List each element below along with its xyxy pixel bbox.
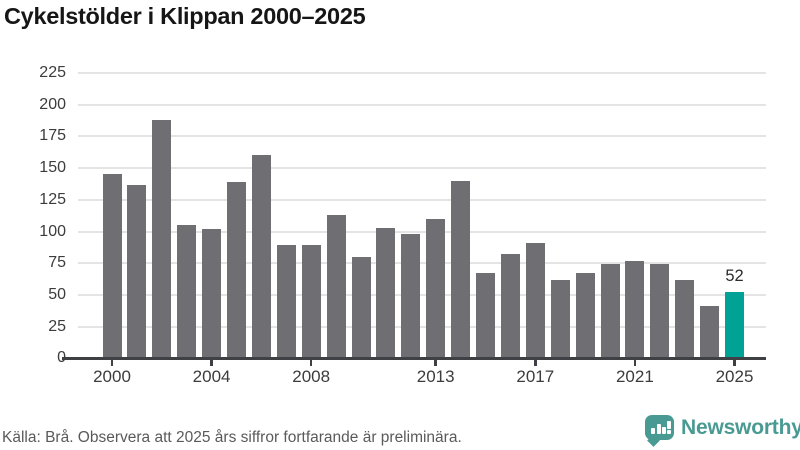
y-axis-label-50: 50 [48, 285, 66, 303]
newsworthy-logo-icon [644, 414, 675, 447]
y-axis-label-0: 0 [0, 349, 66, 367]
x-tick-2021 [633, 359, 637, 366]
bar-2004 [202, 228, 222, 359]
bar-2010 [351, 256, 371, 359]
y-axis-label-150: 150 [39, 159, 66, 177]
x-tick-2013 [434, 359, 437, 366]
logo-chart-bar [662, 426, 666, 434]
x-axis-label-2000: 2000 [93, 367, 131, 386]
x-tick-2008 [309, 359, 313, 366]
y-axis-label-75: 75 [48, 254, 66, 272]
x-tick-2017 [534, 359, 537, 366]
bar-2005 [227, 182, 246, 359]
bar-2003 [177, 225, 197, 359]
y-axis-label-225: 225 [39, 64, 66, 81]
x-axis-label-2008: 2008 [292, 367, 331, 386]
y-axis-label-25: 25 [48, 317, 66, 335]
logo-chart-bar [656, 424, 661, 434]
bar-2000 [102, 174, 122, 359]
bar-2017 [525, 242, 545, 359]
bar-2006 [251, 155, 271, 359]
bar-2012 [401, 234, 421, 359]
bar-2021 [625, 260, 645, 359]
bar-2001 [127, 184, 147, 359]
gridline-75 [78, 262, 766, 265]
chart-title: Cykelstölder i Klippan 2000–2025 [4, 3, 366, 29]
x-tick-2004 [210, 359, 213, 366]
bar-2014 [451, 180, 471, 359]
bar-2023 [675, 279, 695, 359]
bar-2002 [152, 119, 172, 359]
x-axis-label-2021: 2021 [615, 367, 654, 386]
bar-2016 [500, 254, 520, 359]
bar-2013 [426, 218, 446, 359]
gridline-150 [78, 167, 766, 170]
bar-2009 [326, 215, 346, 359]
bar-2024 [700, 306, 720, 359]
gridline-100 [78, 230, 766, 233]
x-tick-2000 [110, 359, 114, 366]
bar-2007 [276, 245, 296, 359]
gridline-125 [78, 198, 766, 201]
y-axis-label-100: 100 [39, 222, 66, 240]
x-axis-label-2025: 2025 [715, 367, 754, 386]
y-axis-label-200: 200 [39, 95, 66, 113]
y-axis-label-125: 125 [39, 190, 66, 208]
gridline-25 [78, 325, 766, 328]
bar-2025 [725, 292, 744, 359]
newsworthy-logo-text: Newsworthy [681, 416, 800, 439]
bar-2018 [550, 279, 570, 359]
gridline-225 [78, 72, 766, 74]
y-axis-label-175: 175 [39, 127, 66, 145]
logo-exclamation-dot [667, 430, 671, 434]
x-axis-line [62, 357, 766, 360]
bar-2020 [600, 264, 620, 359]
logo-chart-bar [651, 428, 655, 434]
bar-2008 [301, 245, 321, 359]
bar-2011 [376, 227, 396, 359]
bar-value-label: 52 [725, 267, 744, 286]
x-axis-label-2004: 2004 [192, 367, 231, 386]
x-tick-2025 [733, 359, 736, 366]
newsworthy-logo: Newsworthy [644, 414, 800, 447]
bar-2015 [476, 273, 495, 359]
x-axis-label-2013: 2013 [416, 367, 455, 386]
gridline-175 [78, 135, 766, 138]
source-note: Källa: Brå. Observera att 2025 års siffr… [2, 429, 462, 446]
bar-2019 [575, 273, 595, 359]
gridline-200 [78, 103, 766, 106]
x-axis-label-2017: 2017 [516, 367, 555, 386]
logo-exclamation-bar [667, 420, 671, 429]
bar-2022 [650, 264, 670, 359]
gridline-50 [78, 293, 766, 296]
